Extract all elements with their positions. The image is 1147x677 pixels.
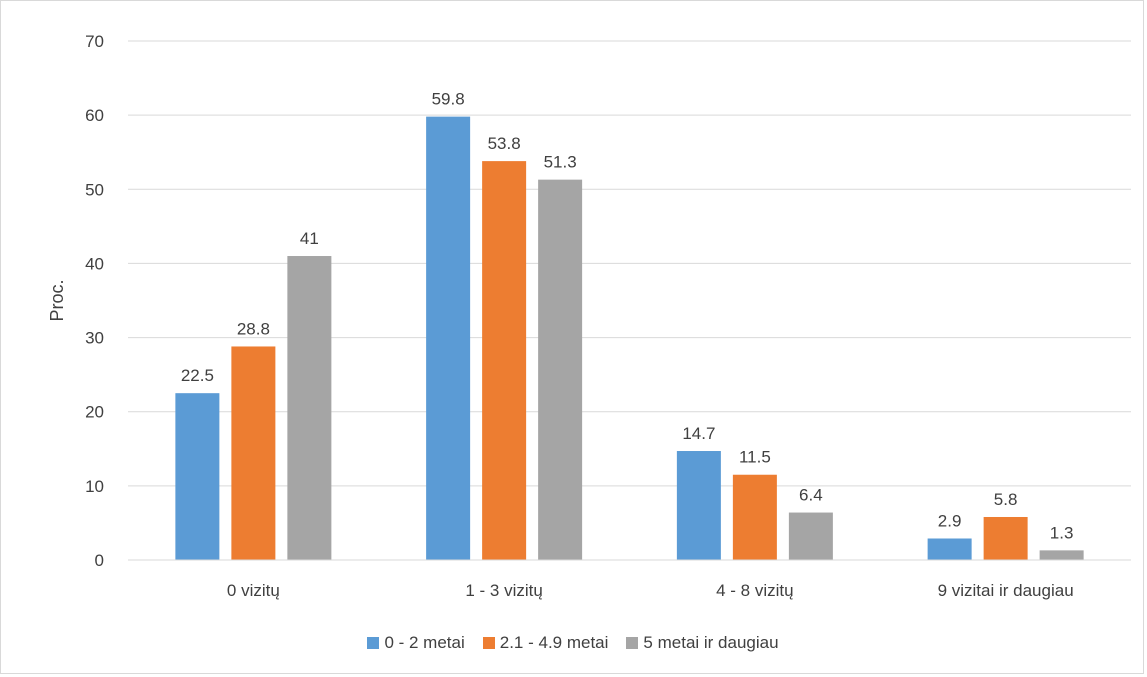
y-axis-title: Proc. — [47, 279, 67, 321]
legend-label-2: 5 metai ir daugiau — [643, 633, 779, 652]
y-tick-label: 50 — [85, 180, 104, 199]
data-label: 22.5 — [181, 366, 214, 385]
bar-2-2 — [788, 512, 833, 560]
bar-2-0 — [287, 256, 332, 560]
bar-0-1 — [426, 116, 471, 560]
bar-0-3 — [927, 538, 972, 560]
data-label: 28.8 — [237, 319, 270, 338]
data-label: 59.8 — [432, 90, 465, 109]
data-label: 5.8 — [994, 490, 1018, 509]
bar-1-1 — [482, 161, 527, 560]
data-label: 1.3 — [1050, 523, 1074, 542]
data-label: 51.3 — [544, 153, 577, 172]
bar-0-0 — [175, 393, 220, 560]
legend-label-1: 2.1 - 4.9 metai — [499, 633, 609, 652]
x-tick-label: 9 vizitai ir daugiau — [938, 581, 1074, 600]
legend-swatch-0 — [367, 637, 380, 649]
data-label: 2.9 — [938, 511, 962, 530]
legend-item-2: 5 metai ir daugiau — [626, 633, 779, 653]
data-label: 6.4 — [799, 486, 823, 505]
bar-1-3 — [983, 516, 1028, 560]
x-tick-label: 4 - 8 vizitų — [716, 581, 793, 600]
legend-swatch-2 — [626, 637, 639, 649]
legend-label-0: 0 - 2 metai — [384, 633, 465, 652]
y-tick-label: 30 — [85, 329, 104, 348]
bar-2-1 — [538, 179, 583, 560]
data-label: 11.5 — [739, 448, 771, 467]
y-tick-label: 60 — [85, 106, 104, 125]
x-tick-label: 1 - 3 vizitų — [465, 581, 542, 600]
data-label: 14.7 — [682, 424, 715, 443]
bar-0-2 — [676, 451, 721, 560]
legend: 0 - 2 metai 2.1 - 4.9 metai 5 metai ir d… — [1, 633, 1145, 653]
y-tick-label: 20 — [85, 403, 104, 422]
bar-1-2 — [732, 474, 777, 560]
bar-1-0 — [231, 346, 276, 560]
legend-item-0: 0 - 2 metai — [367, 633, 465, 653]
y-tick-label: 10 — [85, 477, 104, 496]
y-tick-label: 70 — [85, 32, 104, 51]
legend-item-1: 2.1 - 4.9 metai — [482, 633, 609, 653]
data-label: 41 — [300, 229, 319, 248]
bar-2-3 — [1039, 550, 1084, 560]
y-tick-label: 0 — [95, 551, 104, 570]
x-tick-label: 0 vizitų — [227, 581, 280, 600]
legend-swatch-1 — [482, 637, 495, 649]
data-label: 53.8 — [488, 134, 521, 153]
y-tick-label: 40 — [85, 254, 104, 273]
